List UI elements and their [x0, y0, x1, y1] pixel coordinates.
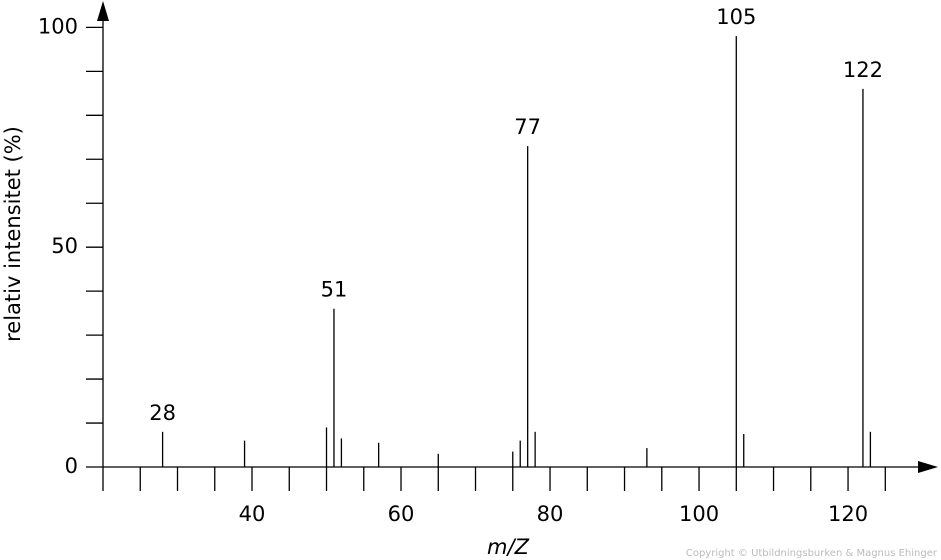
x-axis-label: m/Z: [487, 535, 530, 559]
peak-label: 77: [514, 115, 541, 139]
peak-label: 105: [716, 5, 756, 29]
x-tick-label: 100: [679, 502, 719, 526]
y-axis-label: relativ intensitet (%): [1, 126, 25, 342]
y-tick-label: 100: [38, 14, 78, 38]
x-tick-label: 80: [537, 502, 564, 526]
x-tick-label: 120: [828, 502, 868, 526]
x-tick-label: 60: [388, 502, 415, 526]
y-tick-label: 0: [65, 454, 78, 478]
credit: Copyright © Utbildningsburken & Magnus E…: [686, 548, 938, 559]
y-axis-arrow: [97, 1, 109, 21]
x-tick-label: 40: [239, 502, 266, 526]
x-axis-arrow: [918, 461, 938, 473]
y-tick-label: 50: [51, 234, 78, 258]
peak-label: 51: [321, 278, 348, 302]
peak-label: 122: [843, 58, 883, 82]
peak-label: 28: [149, 401, 176, 425]
